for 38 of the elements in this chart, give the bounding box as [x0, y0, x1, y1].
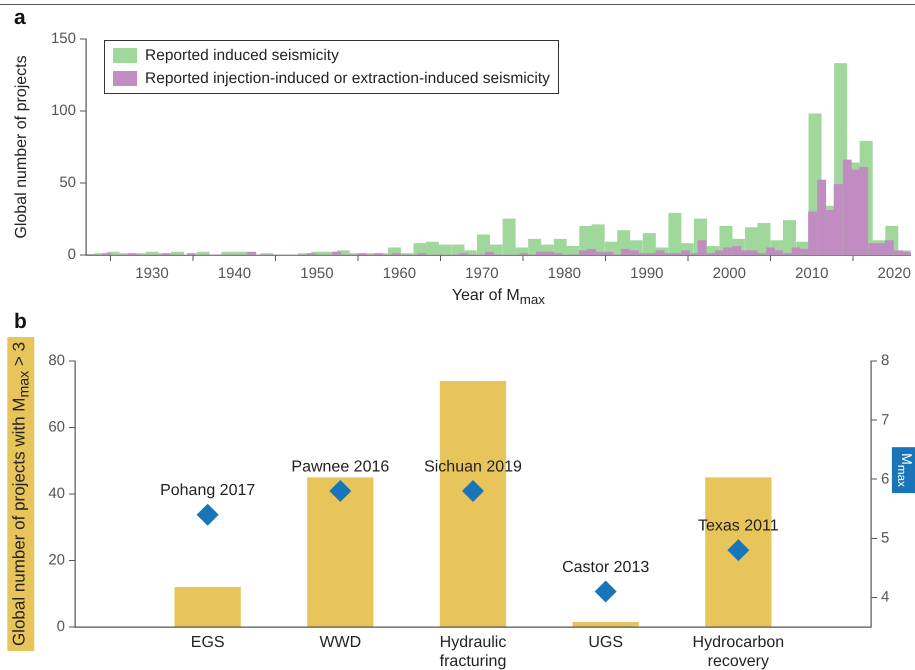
- x-tick-label: 1990: [630, 265, 664, 282]
- x-tick-label: 1980: [548, 265, 582, 282]
- x-tick-label: 2000: [712, 265, 746, 282]
- y-tick-label: 150: [50, 30, 76, 48]
- y2-tick-label: 4: [881, 588, 890, 606]
- x-tick-label: 1950: [300, 265, 334, 282]
- x-tick-label: 2010: [795, 265, 828, 282]
- legend-label: Reported injection-induced or extraction-induced seismicity: [145, 70, 550, 88]
- y-tick-label: 20: [48, 552, 65, 569]
- x-tick-label: Hydraulic fracturing: [440, 634, 506, 670]
- chart-title: b: [14, 310, 27, 334]
- x-tick-label: UGS: [588, 634, 624, 652]
- data-label: Pawnee 2016: [291, 458, 390, 476]
- x-tick-label: Hydrocarbon recovery: [692, 634, 784, 670]
- x-tick-label: 2020: [878, 265, 911, 282]
- x-tick-label: 1930: [135, 265, 169, 282]
- y2-tick-label: 8: [881, 352, 890, 370]
- x-tick-label: 1970: [465, 265, 499, 282]
- data-label: Castor 2013: [562, 558, 650, 576]
- x-tick-label: EGS: [190, 634, 225, 652]
- x-tick-label: 1940: [218, 265, 252, 282]
- y2-tick-label: 7: [881, 411, 890, 428]
- y-tick-label: 100: [50, 102, 76, 120]
- x-tick-label: WWD: [319, 634, 362, 652]
- data-label: Pohang 2017: [160, 482, 256, 500]
- y-tick-label: 0: [68, 246, 76, 264]
- y-axis-title: Global number of projects: [13, 55, 31, 239]
- y2-tick-label: 5: [881, 529, 890, 546]
- y-tick-label: 80: [48, 352, 65, 370]
- chart-title: a: [14, 6, 26, 30]
- y2-tick-label: 6: [881, 470, 890, 488]
- x-axis-title: Year of M$_{max}$: [452, 286, 545, 308]
- y-tick-label: 40: [48, 485, 65, 502]
- legend-label: Reported induced seismicity: [145, 46, 339, 64]
- y-tick-label: 60: [48, 418, 65, 436]
- y-tick-label: 50: [59, 174, 76, 192]
- x-tick-label: 1960: [382, 265, 416, 282]
- y-tick-label: 0: [56, 618, 65, 636]
